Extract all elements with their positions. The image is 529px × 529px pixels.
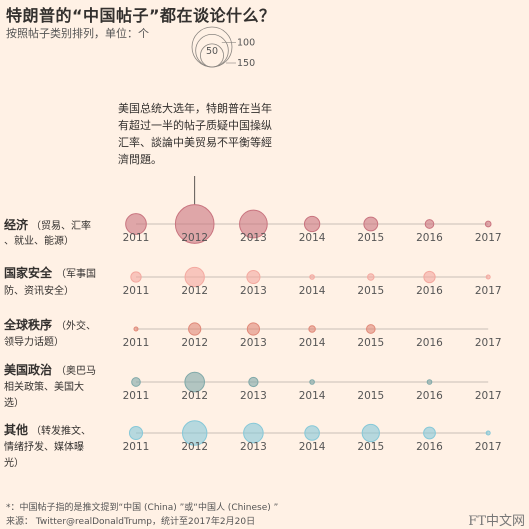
year-tick-label: 2016: [416, 337, 443, 349]
data-bubble: [361, 423, 380, 443]
data-bubble: [363, 216, 379, 232]
data-bubble: [125, 213, 147, 235]
data-bubble: [243, 422, 264, 444]
year-tick-label: 2015: [357, 441, 384, 453]
year-tick-label: 2017: [475, 232, 502, 244]
year-tick-label: 2016: [416, 232, 443, 244]
year-tick-label: 2015: [357, 232, 384, 244]
data-bubble: [484, 220, 492, 228]
data-bubble: [133, 326, 139, 332]
year-tick-label: 2013: [240, 441, 267, 453]
year-tick-label: 2014: [299, 390, 326, 402]
data-bubble: [184, 371, 205, 393]
category-detail: 选）: [4, 396, 24, 409]
chart-title: 特朗普的“中国帖子”都在谈论什么？: [6, 6, 276, 25]
data-bubble: [246, 322, 261, 336]
data-bubble: [367, 273, 375, 281]
category-detail: （贸易、汇率: [31, 219, 91, 232]
legend-circle: [200, 43, 224, 68]
year-tick-label: 2013: [240, 390, 267, 402]
category-detail: 相关政策、美国大: [4, 380, 84, 393]
data-bubble: [188, 322, 202, 336]
year-tick-label: 2012: [181, 285, 208, 297]
legend-label: 150: [237, 58, 255, 69]
data-bubble: [303, 215, 321, 233]
data-bubble: [239, 209, 268, 239]
year-tick-label: 2014: [299, 285, 326, 297]
year-tick-label: 2016: [416, 441, 443, 453]
data-bubble: [485, 430, 491, 436]
data-bubble: [309, 274, 315, 280]
category-detail: 领导力话题）: [4, 335, 64, 348]
category-label: 其他: [4, 422, 28, 437]
year-tick-label: 2013: [240, 232, 267, 244]
year-tick-label: 2011: [123, 232, 150, 244]
data-bubble: [308, 325, 316, 333]
data-bubble: [309, 379, 315, 385]
year-tick-label: 2011: [123, 441, 150, 453]
category-detail: 防、资讯安全）: [4, 284, 74, 297]
year-tick-label: 2016: [416, 285, 443, 297]
category-label: 美国政治: [4, 362, 52, 377]
year-tick-label: 2017: [475, 285, 502, 297]
year-tick-label: 2015: [357, 390, 384, 402]
brand-logo-text: FT中文网: [468, 514, 525, 529]
year-tick-label: 2014: [299, 337, 326, 349]
annotation-line-4: 濟問題。: [118, 153, 162, 166]
data-bubble: [304, 425, 320, 441]
data-bubble: [130, 271, 142, 283]
annotation-line-1: 美国总统大选年，特朗普在当年: [118, 102, 272, 115]
chart-subtitle: 按照帖子类别排列，单位：个: [6, 27, 149, 40]
data-bubble: [246, 269, 261, 285]
year-tick-label: 2016: [416, 390, 443, 402]
year-tick-label: 2012: [181, 232, 208, 244]
category-detail: （奥巴马: [56, 364, 96, 377]
category-detail: 光）: [4, 456, 24, 469]
data-bubble: [426, 379, 433, 385]
footnote: *：中国帖子指的是推文提到“中国 (China) ”或“中国人 (Chinese…: [6, 503, 279, 513]
data-bubble: [423, 270, 436, 284]
data-bubble: [424, 219, 435, 229]
year-tick-label: 2013: [240, 337, 267, 349]
category-detail: 、就业、能源）: [4, 234, 74, 247]
data-bubble: [128, 425, 144, 441]
data-bubble: [174, 204, 215, 244]
year-tick-label: 2011: [123, 390, 150, 402]
year-tick-label: 2015: [357, 285, 384, 297]
source-note: 来源： Twitter@realDonaldTrump，统计至2017年2月20…: [6, 517, 256, 527]
data-bubble: [485, 274, 491, 280]
year-tick-label: 2015: [357, 337, 384, 349]
category-detail: （军事国: [56, 267, 96, 280]
category-detail: 情绪抒发、媒体曝: [4, 440, 84, 453]
data-bubble: [181, 420, 208, 446]
legend-label: 100: [237, 37, 255, 48]
annotation-line-3: 汇率、談論中美贸易不平衡等經: [118, 136, 272, 149]
category-label: 国家安全: [4, 265, 53, 280]
data-bubble: [365, 324, 376, 334]
data-bubble: [184, 266, 205, 288]
legend-label: 50: [206, 46, 218, 57]
category-detail: （外交、: [56, 319, 96, 332]
year-tick-label: 2014: [299, 441, 326, 453]
data-bubble: [248, 376, 259, 388]
year-tick-label: 2012: [181, 390, 208, 402]
year-tick-label: 2012: [181, 337, 208, 349]
category-detail: （转发推文、: [31, 424, 91, 437]
data-bubble: [131, 377, 141, 387]
year-tick-label: 2014: [299, 232, 326, 244]
year-tick-label: 2017: [475, 390, 502, 402]
year-tick-label: 2017: [475, 441, 502, 453]
year-tick-label: 2012: [181, 441, 208, 453]
annotation-line-2: 有超过一半的帖子质疑中国操纵: [118, 119, 272, 132]
year-tick-label: 2011: [123, 337, 150, 349]
year-tick-label: 2013: [240, 285, 267, 297]
year-tick-label: 2017: [475, 337, 502, 349]
category-label: 经济: [4, 217, 29, 232]
data-bubble: [423, 426, 436, 440]
category-label: 全球秩序: [3, 317, 52, 332]
year-tick-label: 2011: [123, 285, 150, 297]
